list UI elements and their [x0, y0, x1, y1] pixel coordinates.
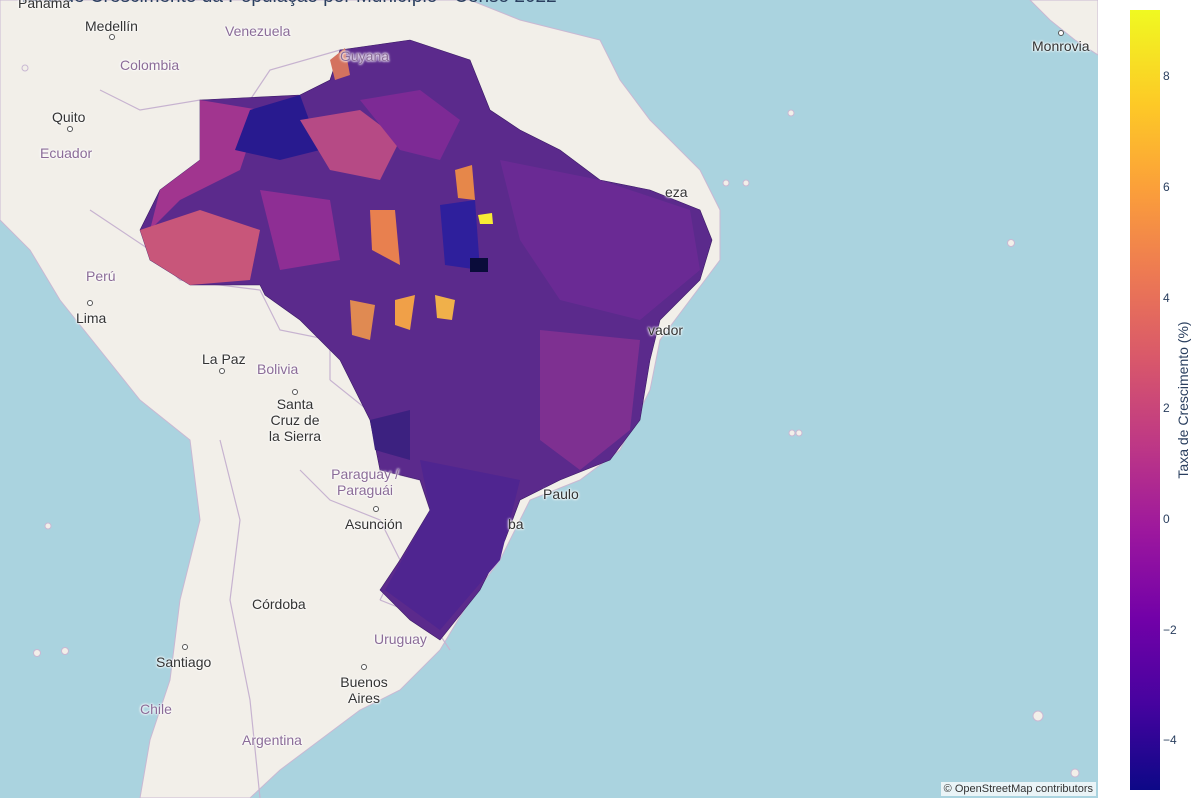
colorbar — [1130, 10, 1160, 790]
label-colombia: Colombia — [120, 57, 180, 73]
colorbar-tick-label: 0 — [1163, 511, 1170, 526]
label-asuncion: Asunción — [345, 516, 403, 532]
label-chile: Chile — [140, 701, 172, 717]
city-dot-medellin — [109, 34, 115, 40]
city-dot-quito — [67, 126, 73, 132]
label-bolivia: Bolivia — [257, 361, 299, 377]
label-guyana: Guyana — [340, 48, 390, 64]
city-dot-santiago — [182, 644, 188, 650]
city-dot-lima — [87, 300, 93, 306]
map-attribution[interactable]: © OpenStreetMap contributors — [940, 782, 1096, 796]
label-fortaleza-partial: eza — [665, 184, 688, 200]
colorbar-tick-label: 4 — [1163, 290, 1170, 305]
colorbar-title: Taxa de Crescimento (%) — [1175, 321, 1191, 479]
label-quito: Quito — [52, 109, 86, 125]
label-argentina: Argentina — [242, 732, 302, 748]
label-peru: Perú — [86, 268, 116, 284]
city-dot-la-paz — [219, 368, 225, 374]
label-ecuador: Ecuador — [40, 145, 93, 161]
label-salvador-partial: vador — [648, 322, 684, 338]
label-monrovia: Monrovia — [1032, 38, 1090, 54]
africa-land — [1029, 0, 1098, 56]
basemap-svg — [0, 0, 1098, 798]
label-uruguay: Uruguay — [374, 631, 427, 647]
label-curitiba-partial: ba — [508, 516, 524, 532]
chart-title: Taxa de Crescimento da População por Mun… — [18, 0, 557, 8]
colorbar-tick-label: 6 — [1163, 180, 1170, 195]
label-sao-paulo-partial: Paulo — [543, 486, 579, 502]
label-paraguay: Paraguay / Paraguái — [331, 466, 399, 498]
choropleth-patches — [140, 48, 700, 630]
label-medellin: Medellín — [85, 18, 138, 34]
colorbar-tick-label: 8 — [1163, 69, 1170, 84]
city-dot-buenos-aires — [361, 664, 367, 670]
colorbar-tick-label: 2 — [1163, 401, 1170, 416]
label-santiago: Santiago — [156, 654, 212, 670]
city-dot-monrovia — [1058, 30, 1064, 36]
islands — [21, 64, 1080, 778]
label-panama: Panamá — [18, 0, 71, 11]
label-santa-cruz: Santa Cruz de la Sierra — [268, 396, 322, 444]
city-dot-asuncion — [373, 506, 379, 512]
label-lima: Lima — [76, 310, 107, 326]
label-la-paz: La Paz — [202, 351, 246, 367]
map-canvas[interactable]: Taxa de Crescimento da População por Mun… — [0, 0, 1098, 798]
label-cordoba: Córdoba — [252, 596, 306, 612]
label-venezuela: Venezuela — [225, 23, 291, 39]
colorbar-tick-label: −2 — [1163, 622, 1177, 637]
colorbar-tick-label: −4 — [1163, 733, 1177, 748]
city-dot-santa-cruz — [292, 389, 298, 395]
label-buenos-aires: Buenos Aires — [340, 674, 388, 706]
